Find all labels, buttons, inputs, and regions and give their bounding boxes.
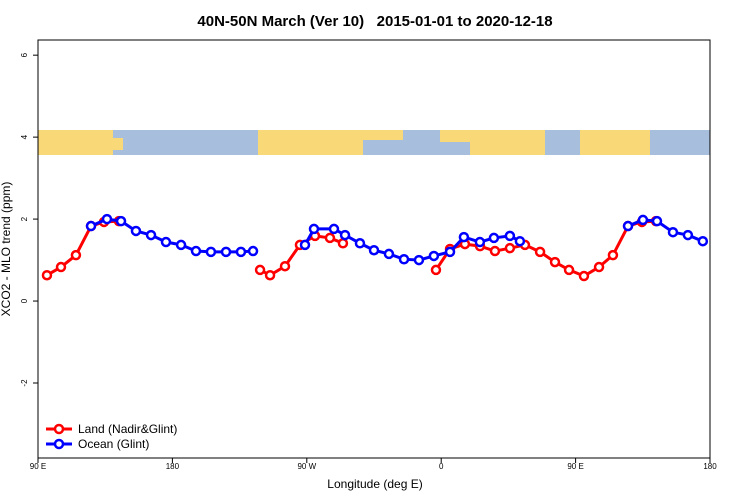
point (489, 245, 501, 257)
point (41, 269, 53, 281)
x-tick-label: 180 (166, 462, 180, 471)
map-land (363, 130, 403, 140)
point (70, 249, 82, 261)
point (190, 245, 202, 257)
y-tick-label: 6 (20, 52, 29, 57)
plot-frame (37, 39, 711, 459)
point (474, 236, 486, 248)
point (444, 246, 456, 258)
point (55, 261, 67, 273)
point (339, 229, 351, 241)
point (145, 229, 157, 241)
map-band (38, 130, 710, 155)
map-land (470, 130, 545, 155)
point (328, 223, 340, 235)
point (593, 261, 605, 273)
legend-marker (53, 438, 65, 450)
legend-label: Land (Nadir&Glint) (78, 422, 177, 436)
point (514, 235, 526, 247)
point (667, 226, 679, 238)
map-land (258, 130, 363, 155)
point (324, 232, 336, 244)
point (504, 242, 516, 254)
point (130, 225, 142, 237)
map-land (113, 138, 123, 150)
x-tick-label: 180 (703, 462, 717, 471)
x-tick-label: 90 W (297, 462, 316, 471)
y-axis-label: XCO2 - MLO trend (ppm) (0, 182, 13, 317)
point (651, 215, 663, 227)
point (428, 250, 440, 262)
point (235, 246, 247, 258)
y-tick-label: 2 (20, 216, 29, 221)
point (549, 256, 561, 268)
y-tick-label: 4 (20, 134, 29, 139)
x-tick-label: 0 (439, 462, 444, 471)
point (101, 213, 113, 225)
x-tick-label: 90 E (30, 462, 46, 471)
point (430, 264, 442, 276)
x-axis-label: Longitude (deg E) (327, 477, 422, 491)
point (637, 214, 649, 226)
point (534, 246, 546, 258)
chart-title: 40N-50N March (Ver 10) 2015-01-01 to 202… (197, 13, 552, 30)
point (398, 253, 410, 265)
point (220, 246, 232, 258)
point (682, 229, 694, 241)
point (175, 239, 187, 251)
point (368, 244, 380, 256)
x-tick-label: 90 E (567, 462, 583, 471)
y-tick-label: -2 (20, 379, 29, 387)
point (504, 230, 516, 242)
point (383, 248, 395, 260)
point (622, 220, 634, 232)
y-tick-label: 0 (20, 298, 29, 303)
point (279, 260, 291, 272)
point (115, 215, 127, 227)
point (254, 264, 266, 276)
point (247, 245, 259, 257)
point (264, 269, 276, 281)
point (160, 236, 172, 248)
point (413, 254, 425, 266)
point (337, 238, 349, 249)
point (299, 239, 311, 251)
point (578, 270, 590, 282)
point (607, 249, 619, 261)
point (697, 235, 709, 247)
map-land (38, 130, 113, 155)
legend-marker (53, 423, 65, 435)
point (563, 264, 575, 276)
point (458, 231, 470, 243)
point (354, 238, 366, 249)
point (85, 220, 97, 232)
point (205, 246, 217, 258)
point (488, 232, 500, 244)
legend-label: Ocean (Glint) (78, 437, 149, 451)
map-land (580, 130, 650, 155)
point (308, 223, 320, 235)
